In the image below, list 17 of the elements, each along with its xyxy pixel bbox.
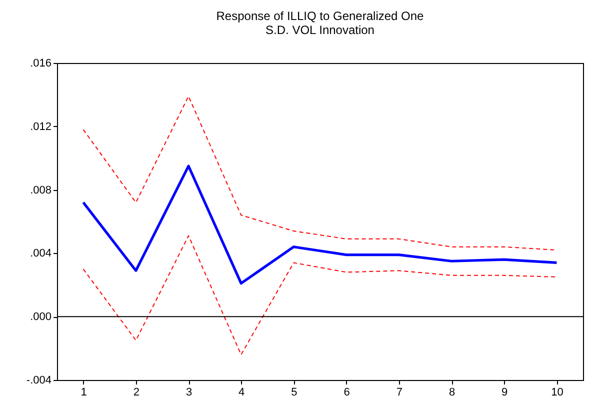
y-tick-label: .016 [30, 58, 52, 70]
x-tick-label: 7 [396, 386, 402, 398]
y-tick-label: .000 [30, 311, 52, 324]
x-tick-label: 10 [551, 386, 564, 398]
x-tick-label: 2 [133, 386, 140, 398]
y-tick-label: -.004 [26, 374, 52, 386]
y-tick-label: .012 [30, 120, 52, 133]
x-tick-label: 5 [291, 386, 298, 398]
y-tick-label: .004 [30, 248, 52, 260]
x-tick-label: 9 [502, 386, 508, 398]
x-tick-label: 1 [80, 386, 87, 398]
x-tick-label: 4 [238, 386, 245, 398]
x-tick-label: 6 [344, 386, 350, 398]
chart-title: Response of ILLIQ to Generalized One S.D. VOL Innovation [216, 9, 424, 37]
x-tick-label: 8 [448, 386, 456, 398]
y-tick-label: .008 [30, 184, 52, 196]
x-tick-label: 3 [186, 386, 192, 398]
